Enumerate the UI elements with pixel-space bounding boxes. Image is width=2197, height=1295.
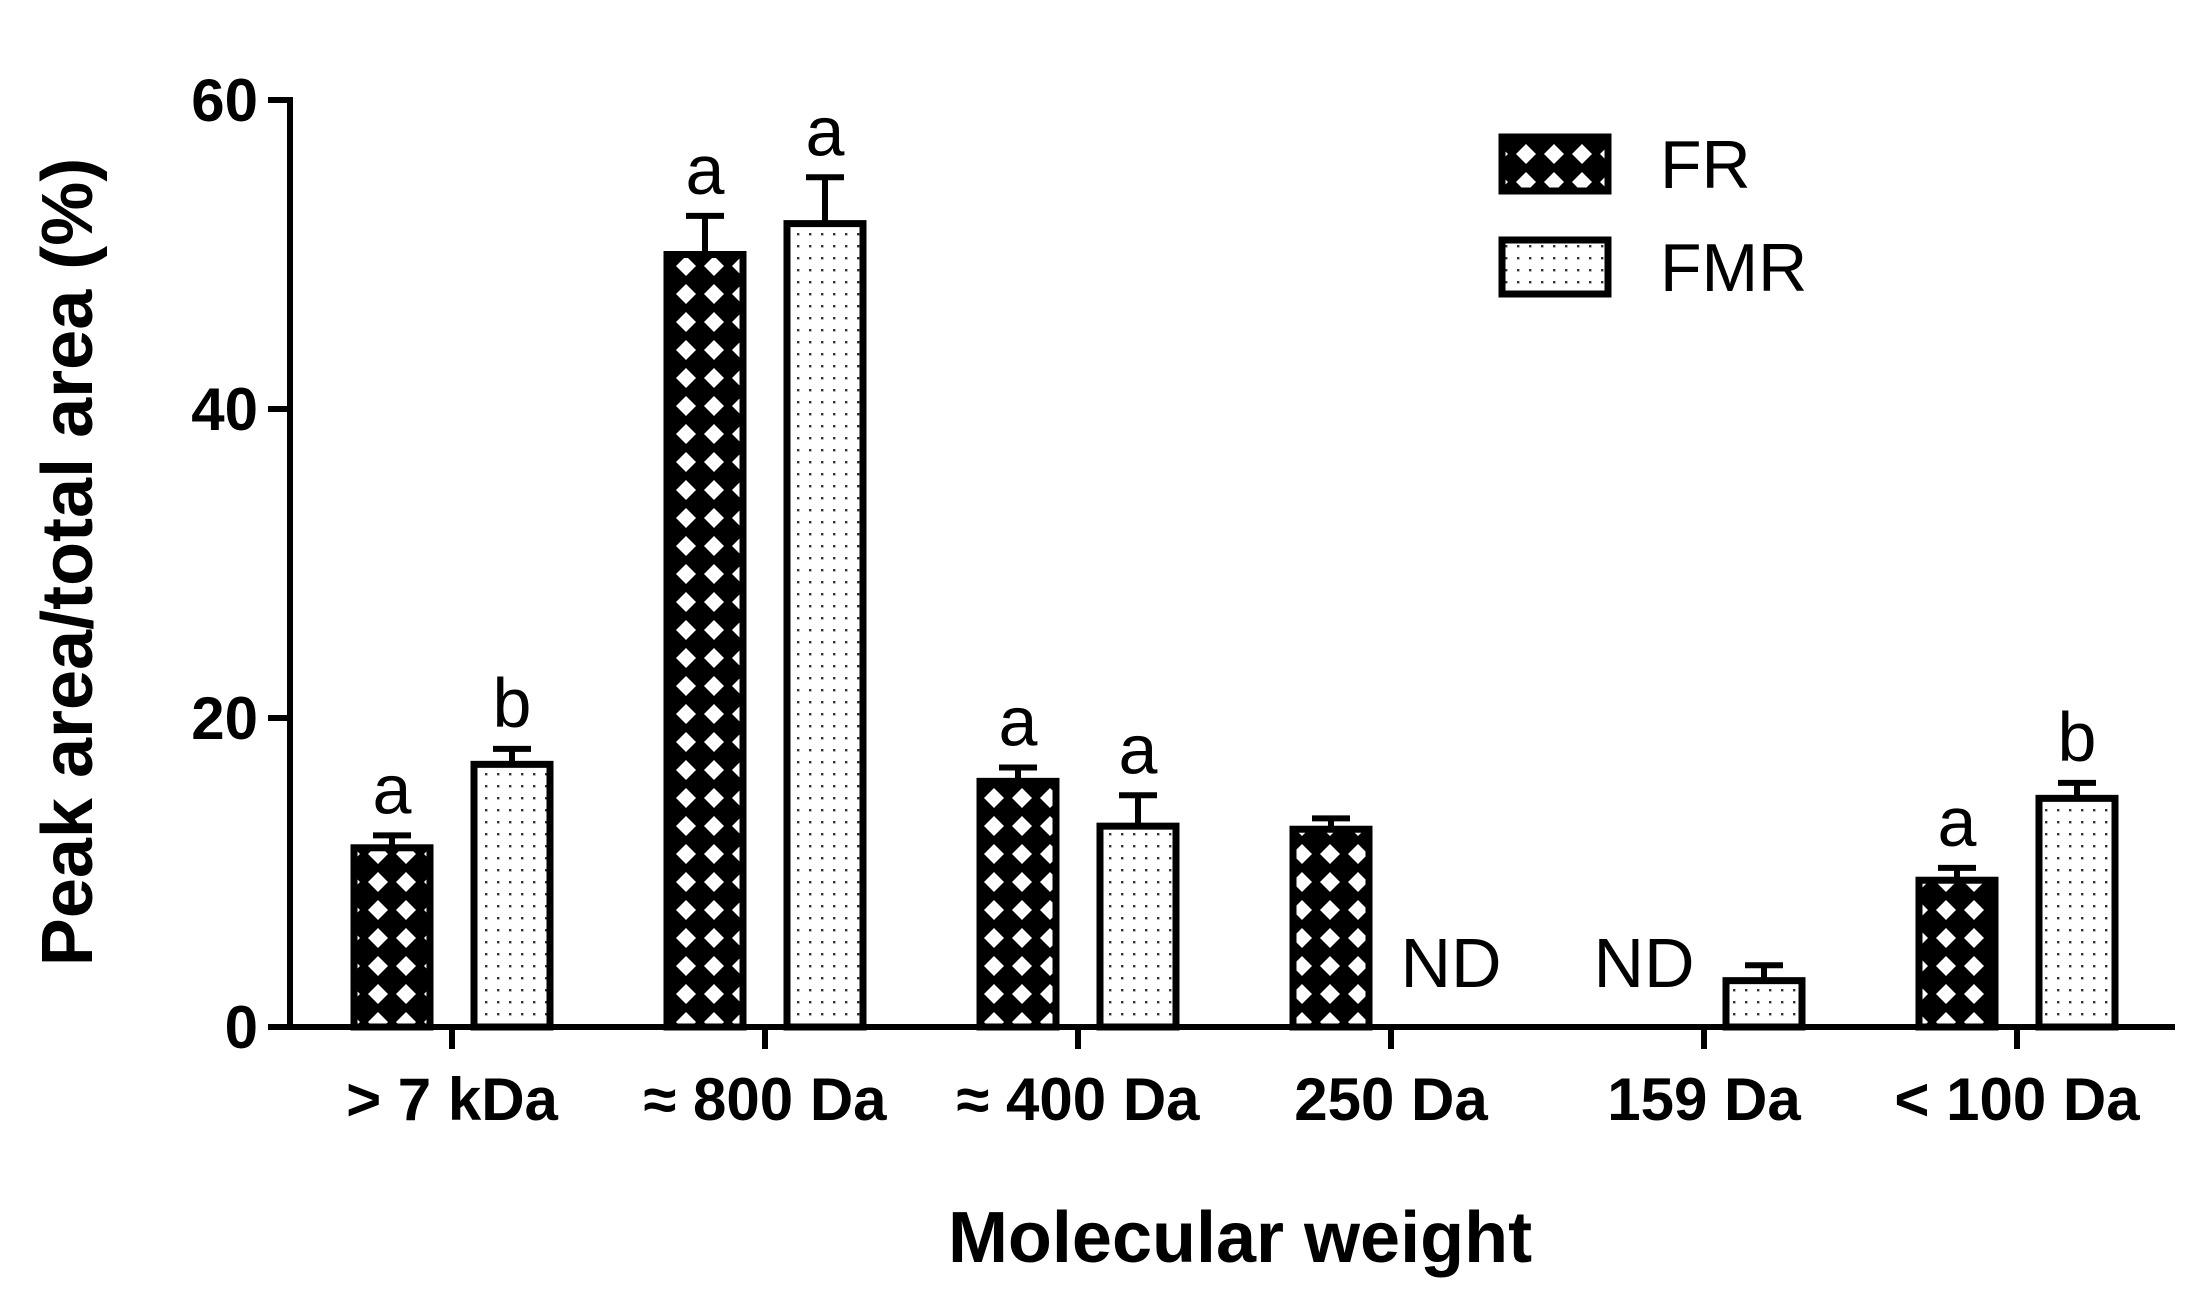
bar-fmr bbox=[783, 220, 867, 1031]
y-tick-label: 0 bbox=[225, 994, 258, 1061]
x-tick-label: ≈ 400 Da bbox=[956, 1066, 1200, 1133]
significance-letter: a bbox=[999, 682, 1038, 760]
legend-swatch-fr bbox=[1498, 133, 1612, 195]
y-axis-ticks: 0 20 40 60 bbox=[191, 67, 290, 1061]
x-tick-label: > 7 kDa bbox=[346, 1066, 558, 1133]
bar-fr bbox=[1289, 825, 1373, 1031]
bar-fmr bbox=[470, 760, 554, 1031]
x-tick-label: 250 Da bbox=[1294, 1066, 1488, 1133]
significance-letter: a bbox=[806, 92, 845, 170]
y-tick-label: 60 bbox=[191, 67, 258, 134]
not-detected-label: ND bbox=[1400, 924, 1501, 1002]
plot-area: a a a ND a b a a ND b bbox=[350, 92, 2119, 1031]
x-axis-title: Molecular weight bbox=[948, 1198, 1532, 1278]
significance-letter: a bbox=[686, 131, 725, 209]
significance-letter: b bbox=[493, 664, 532, 742]
bar-fr bbox=[1915, 876, 1999, 1031]
x-tick-label: ≈ 800 Da bbox=[643, 1066, 887, 1133]
legend: FR FMR bbox=[1498, 127, 1807, 306]
axes bbox=[287, 97, 2175, 1030]
significance-letter: a bbox=[373, 750, 412, 828]
y-tick-label: 20 bbox=[191, 685, 258, 752]
x-tick-label: < 100 Da bbox=[1894, 1066, 2140, 1133]
bar-fmr bbox=[1722, 977, 1806, 1031]
significance-letter: a bbox=[1119, 710, 1158, 788]
not-detected-label: ND bbox=[1593, 924, 1694, 1002]
bar-fmr bbox=[1096, 822, 1180, 1031]
x-axis-ticks: > 7 kDa ≈ 800 Da ≈ 400 Da 250 Da 159 Da < 100… bbox=[346, 1027, 2140, 1133]
legend-swatch-fmr bbox=[1498, 236, 1612, 298]
bar-fr bbox=[350, 844, 434, 1031]
legend-label-fmr: FMR bbox=[1660, 230, 1807, 306]
bar-fr bbox=[663, 251, 747, 1031]
legend-label-fr: FR bbox=[1660, 127, 1751, 203]
significance-letter: b bbox=[2058, 698, 2097, 776]
bar-fr bbox=[976, 777, 1060, 1031]
x-tick-label: 159 Da bbox=[1607, 1066, 1801, 1133]
y-tick-label: 40 bbox=[191, 376, 258, 443]
significance-letter: a bbox=[1938, 783, 1977, 861]
y-axis-title: Peak area/total area (%) bbox=[28, 158, 108, 966]
bar-fmr bbox=[2035, 794, 2119, 1031]
